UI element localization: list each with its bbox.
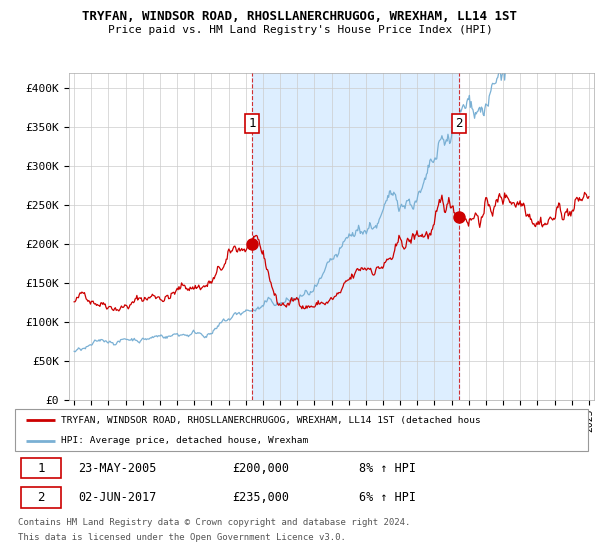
Text: TRYFAN, WINDSOR ROAD, RHOSLLANERCHRUGOG, WREXHAM, LL14 1ST (detached hous: TRYFAN, WINDSOR ROAD, RHOSLLANERCHRUGOG,… xyxy=(61,416,481,424)
Text: HPI: Average price, detached house, Wrexham: HPI: Average price, detached house, Wrex… xyxy=(61,436,308,445)
Text: Contains HM Land Registry data © Crown copyright and database right 2024.: Contains HM Land Registry data © Crown c… xyxy=(18,518,410,527)
Text: 02-JUN-2017: 02-JUN-2017 xyxy=(78,491,157,504)
Text: £235,000: £235,000 xyxy=(233,491,290,504)
Text: TRYFAN, WINDSOR ROAD, RHOSLLANERCHRUGOG, WREXHAM, LL14 1ST: TRYFAN, WINDSOR ROAD, RHOSLLANERCHRUGOG,… xyxy=(83,10,517,22)
Text: This data is licensed under the Open Government Licence v3.0.: This data is licensed under the Open Gov… xyxy=(18,533,346,542)
Text: £200,000: £200,000 xyxy=(233,461,290,474)
Text: 8% ↑ HPI: 8% ↑ HPI xyxy=(359,461,416,474)
Text: 23-MAY-2005: 23-MAY-2005 xyxy=(78,461,157,474)
Text: 2: 2 xyxy=(37,491,44,504)
Bar xyxy=(252,73,459,400)
Text: 6% ↑ HPI: 6% ↑ HPI xyxy=(359,491,416,504)
Text: 1: 1 xyxy=(248,117,256,130)
FancyBboxPatch shape xyxy=(21,458,61,478)
Text: 2: 2 xyxy=(455,117,463,130)
Text: 1: 1 xyxy=(37,461,44,474)
FancyBboxPatch shape xyxy=(15,409,588,451)
FancyBboxPatch shape xyxy=(21,487,61,508)
Text: Price paid vs. HM Land Registry's House Price Index (HPI): Price paid vs. HM Land Registry's House … xyxy=(107,25,493,35)
